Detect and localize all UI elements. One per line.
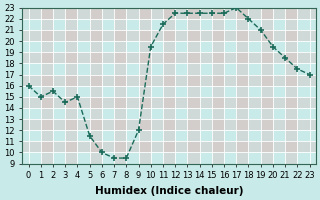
Bar bbox=[90, 8, 102, 164]
Bar bbox=[22, 8, 316, 19]
Bar bbox=[22, 75, 316, 86]
Bar bbox=[22, 30, 316, 41]
Bar bbox=[41, 8, 53, 164]
Bar bbox=[22, 97, 316, 108]
Bar bbox=[22, 141, 316, 152]
Bar bbox=[114, 8, 126, 164]
X-axis label: Humidex (Indice chaleur): Humidex (Indice chaleur) bbox=[95, 186, 243, 196]
Bar bbox=[236, 8, 249, 164]
Bar bbox=[139, 8, 151, 164]
Bar bbox=[22, 119, 316, 130]
Bar bbox=[212, 8, 224, 164]
Bar bbox=[188, 8, 200, 164]
Bar bbox=[163, 8, 175, 164]
Bar bbox=[22, 52, 316, 63]
Bar bbox=[65, 8, 77, 164]
Bar bbox=[261, 8, 273, 164]
Bar bbox=[285, 8, 297, 164]
